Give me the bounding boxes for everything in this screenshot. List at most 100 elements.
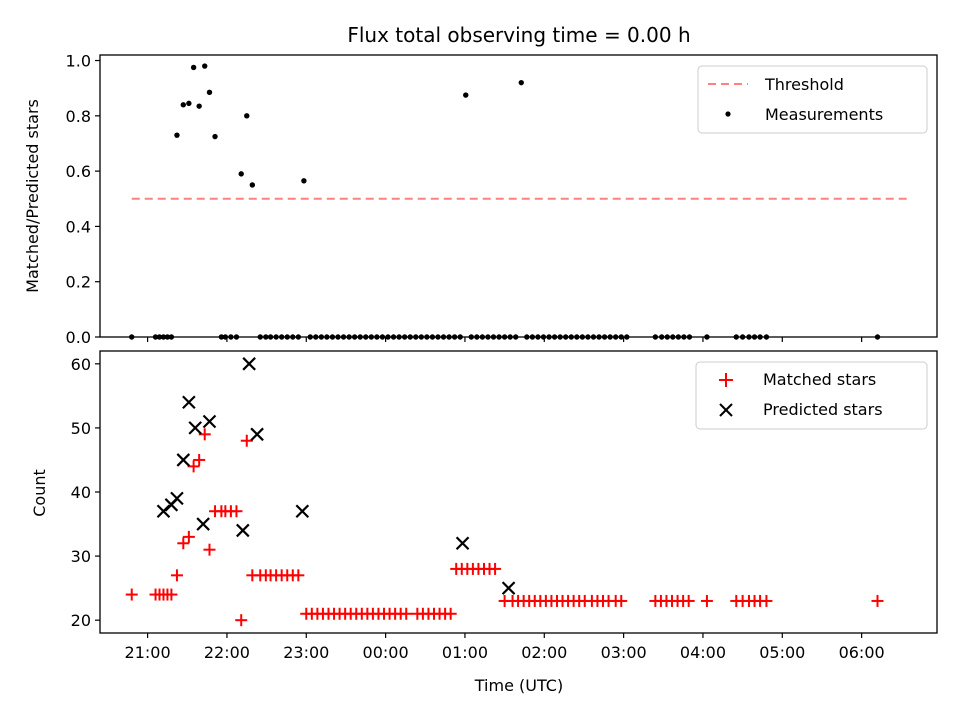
measurement-point — [186, 100, 192, 107]
measurement-point — [874, 334, 881, 340]
measurement-point — [363, 334, 369, 340]
top-axes-frame — [99, 54, 938, 338]
top-legend: Threshold Measurements — [697, 65, 928, 134]
top-y-tick-label: 1.0 — [66, 52, 91, 71]
x-tick-label: 23:00 — [283, 643, 329, 662]
measurement-point — [496, 334, 502, 340]
measurement-point — [278, 334, 285, 340]
matched-star-point — [400, 607, 413, 620]
measurement-point — [624, 334, 630, 340]
matched-star-point — [682, 594, 695, 607]
measurement-point — [190, 64, 197, 71]
measurement-point — [413, 334, 419, 340]
measurement-point — [429, 334, 436, 340]
measurement-point — [357, 334, 363, 340]
measurement-point — [490, 334, 497, 340]
measurement-point — [407, 334, 413, 340]
predicted-star-point — [202, 414, 217, 429]
measurement-point — [202, 63, 208, 69]
measurement-point — [324, 334, 330, 340]
measurement-point — [401, 334, 408, 340]
measurement-point — [218, 334, 225, 340]
measurement-point — [196, 103, 202, 109]
measurement-point — [263, 334, 269, 340]
predicted-star-point — [501, 581, 516, 595]
measurement-point — [451, 334, 458, 340]
legend-measurements-swatch — [725, 111, 731, 117]
measurement-point — [390, 334, 397, 340]
measurement-point — [596, 334, 602, 340]
x-axis-label: Time (UTC) — [474, 676, 563, 695]
bottom-panel: 20 30 40 50 60 21:00 22:00 23:00 00:00 01:00 02:0… — [30, 350, 938, 695]
bottom-y-tick-label: 50 — [71, 419, 91, 438]
measurement-point — [568, 334, 574, 340]
matched-star-point — [170, 569, 183, 582]
x-tick-label: 06:00 — [839, 643, 885, 662]
measurement-point — [156, 334, 163, 340]
legend-predicted-swatch — [719, 403, 733, 417]
measurement-point — [446, 334, 452, 340]
predicted-star-point — [188, 421, 202, 435]
matched-star-point — [489, 562, 502, 575]
measurement-point — [507, 334, 513, 340]
bottom-y-tick-label: 60 — [71, 355, 91, 374]
top-panel: 0.0 0.2 0.4 0.6 0.8 1.0 Matched/Predicted sta… — [23, 52, 938, 347]
measurement-point — [249, 182, 256, 188]
measurement-point — [238, 171, 244, 177]
matched-star-point — [444, 607, 457, 620]
predicted-star-point — [176, 453, 191, 467]
bottom-y-tick-label: 20 — [71, 611, 91, 630]
bottom-x-ticks: 21:00 22:00 23:00 00:00 01:00 02:00 03:00 04:00… — [125, 633, 885, 662]
measurement-point — [557, 334, 563, 340]
measurement-point — [618, 334, 624, 340]
top-y-tick-label: 0.8 — [66, 107, 91, 126]
x-tick-label: 05:00 — [759, 643, 805, 662]
measurement-point — [457, 334, 463, 340]
measurement-point — [664, 334, 670, 340]
legend-measurements-label: Measurements — [765, 105, 883, 124]
measurement-point — [129, 334, 135, 340]
top-legend-box — [697, 65, 928, 134]
x-tick-label: 22:00 — [204, 643, 250, 662]
measurement-point — [206, 89, 213, 96]
measurement-point — [284, 334, 290, 340]
matched-star-point — [177, 537, 190, 550]
measurement-point — [763, 334, 770, 340]
measurement-point — [233, 334, 240, 340]
predicted-star-point — [196, 517, 210, 531]
predicted-star-point — [295, 504, 310, 519]
measurement-point — [704, 334, 710, 340]
measurement-point — [590, 334, 597, 340]
measurement-point — [385, 334, 391, 340]
measurement-point — [180, 102, 187, 108]
measurement-point — [351, 334, 358, 340]
measurement-point — [267, 334, 274, 340]
measurement-point — [485, 334, 491, 340]
measurement-point — [733, 334, 739, 340]
matched-stars-series — [125, 428, 884, 627]
measurement-point — [368, 334, 375, 340]
matched-star-point — [700, 594, 713, 607]
predicted-star-point — [182, 395, 196, 410]
measurement-point — [424, 334, 430, 340]
matched-star-point — [235, 614, 248, 627]
measurement-point — [346, 334, 352, 340]
bottom-y-tick-label: 40 — [71, 483, 91, 502]
matched-star-point — [230, 505, 243, 518]
measurement-point — [273, 334, 279, 340]
measurement-point — [468, 334, 474, 340]
measurement-point — [307, 334, 313, 340]
matched-star-point — [292, 569, 305, 582]
measurement-point — [244, 113, 250, 119]
measurement-point — [551, 334, 558, 340]
measurement-point — [174, 132, 180, 138]
top-y-tick-label: 0.6 — [66, 162, 91, 181]
measurement-point — [670, 334, 676, 340]
measurement-point — [518, 79, 524, 86]
predicted-star-point — [236, 523, 250, 538]
measurement-point — [340, 334, 347, 340]
measurement-point — [379, 334, 386, 340]
measurement-point — [257, 334, 263, 340]
measurement-point — [501, 334, 508, 340]
measurement-point — [751, 334, 758, 340]
